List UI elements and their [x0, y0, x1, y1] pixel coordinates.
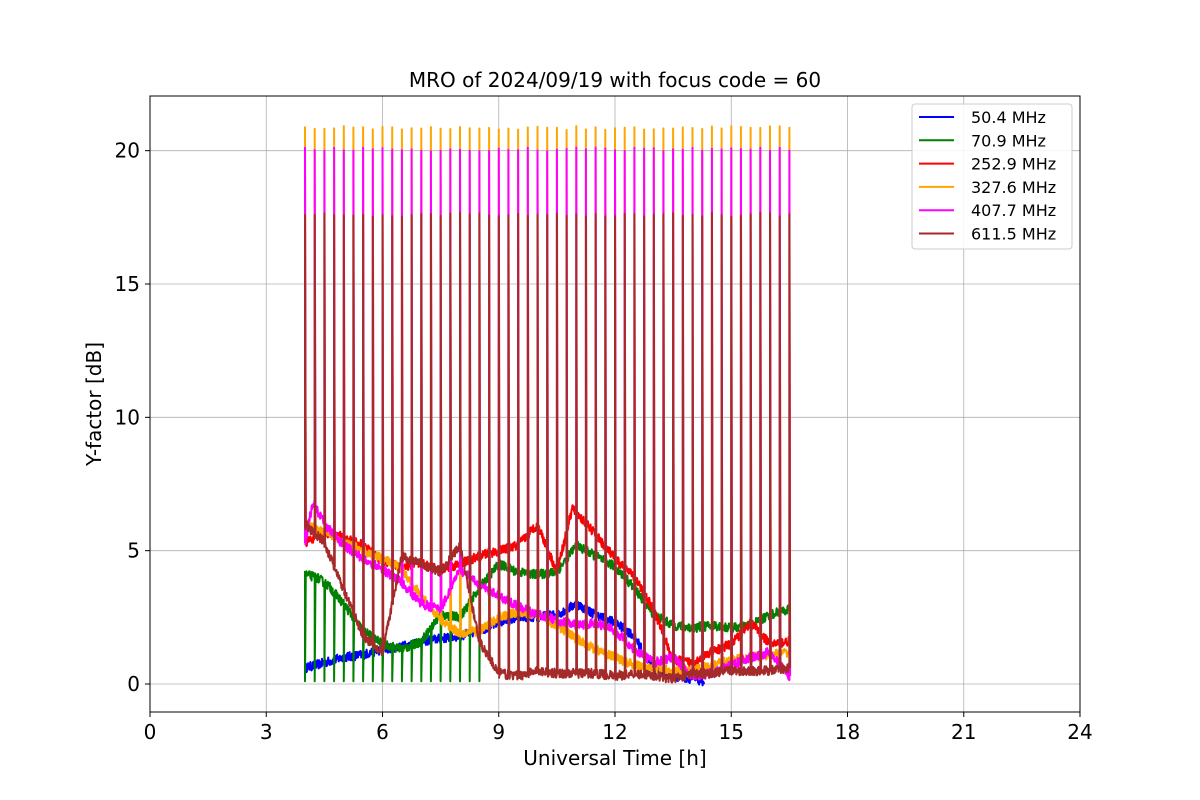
legend-label: 407.7 MHz: [971, 201, 1056, 220]
x-tick-label: 15: [719, 720, 744, 744]
y-tick-label: 15: [115, 272, 140, 296]
legend-label: 611.5 MHz: [971, 225, 1056, 244]
plot-series: [304, 125, 792, 687]
x-tick-label: 3: [260, 720, 273, 744]
legend: 50.4 MHz 70.9 MHz 252.9 MHz 327.6 MHz 407.7…: [911, 103, 1073, 250]
legend-label: 252.9 MHz: [971, 155, 1056, 174]
y-tick-label: 10: [115, 405, 140, 429]
x-tick-label: 9: [492, 720, 505, 744]
x-tick-label: 6: [376, 720, 389, 744]
y-axis-label: Y-factor [dB]: [82, 342, 106, 467]
legend-label: 50.4 MHz: [971, 108, 1046, 127]
chart-title: MRO of 2024/09/19 with focus code = 60: [409, 68, 821, 92]
y-tick-label: 20: [115, 139, 140, 163]
y-tick-label: 0: [127, 672, 140, 696]
legend-label: 327.6 MHz: [971, 178, 1056, 197]
x-tick-label: 24: [1067, 720, 1092, 744]
axis-ticks: 0 3 6 9 12 15 18 21 24 0 5 10 15 20: [115, 139, 1093, 744]
legend-label: 70.9 MHz: [971, 131, 1046, 150]
x-tick-label: 18: [835, 720, 860, 744]
x-axis-label: Universal Time [h]: [523, 746, 706, 770]
x-tick-label: 12: [602, 720, 627, 744]
x-tick-label: 0: [144, 720, 157, 744]
x-tick-label: 21: [951, 720, 976, 744]
series-line-50-4-mhz: [304, 600, 706, 687]
series-line-327-6-mhz: [304, 125, 792, 677]
y-tick-label: 5: [127, 539, 140, 563]
series-line-611-5-mhz: [304, 211, 792, 684]
